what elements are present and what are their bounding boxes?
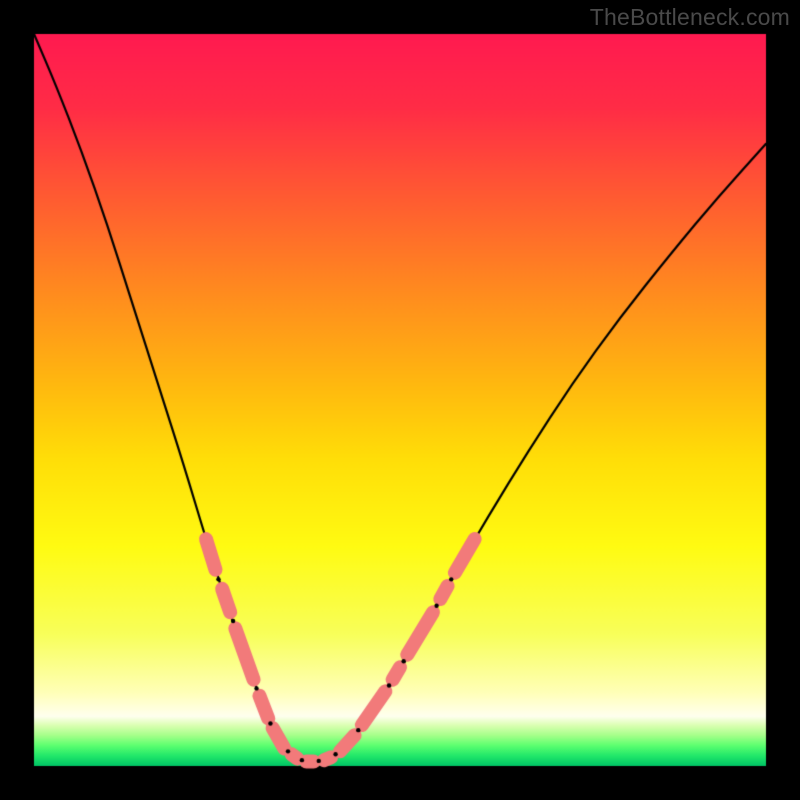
chart-stage: TheBottleneck.com [0, 0, 800, 800]
watermark-label: TheBottleneck.com [590, 4, 790, 31]
bottleneck-curve-chart [0, 0, 800, 800]
